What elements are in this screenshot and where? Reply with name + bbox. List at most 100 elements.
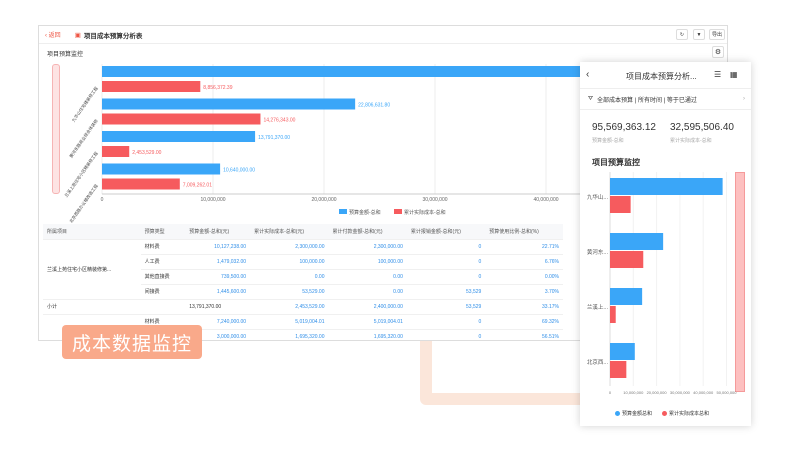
table-cell: 材料费 (140, 239, 186, 255)
back-button[interactable]: ‹ 返回 (45, 33, 61, 39)
table-row: 小计 13,791,370.00 2,453,529.00 2,400,000.00 5… (43, 299, 563, 315)
bar-data-label: 22,806,631.80 (358, 103, 390, 109)
table-cell: 0.00 (328, 284, 407, 300)
column-header[interactable]: 预算类型 (140, 224, 186, 240)
chevron-right-icon: › (743, 96, 745, 102)
actual-cost-bar (610, 196, 631, 213)
mobile-title: 项目成本预算分析... (626, 72, 697, 81)
table-cell: 53,529 (406, 299, 486, 315)
table-cell: 1,445,600.00 (185, 284, 251, 300)
actual-cost-bar (102, 146, 130, 157)
table-cell: 2,400,000.00 (328, 299, 407, 315)
export-button[interactable]: 导出 (709, 29, 725, 40)
filter-button[interactable]: ▼ (693, 29, 705, 40)
mobile-section-title: 项目预算监控 (592, 158, 640, 167)
budget-bar (610, 288, 643, 305)
filter-bar[interactable]: ⛛ 全部成本预算 | 所有时间 | 等于已通过 › (580, 88, 751, 110)
table-row: 兰溪上苑住宅小区精装修第... 材料费 10,127,238.00 2,300,000… (43, 239, 563, 300)
legend-label: 累计实际成本-总和 (404, 209, 446, 216)
x-tick-label: 30,000,000 (670, 390, 691, 395)
section-title: 项目预算监控 (47, 52, 84, 58)
x-tick-label: 10,000,000 (623, 390, 644, 395)
table-cell: 1,479,032.00 (185, 254, 251, 270)
x-tick-label: 20,000,000 (647, 390, 668, 395)
filter-icon: ⛛ (588, 95, 594, 102)
table-icon[interactable]: ▦ (730, 70, 738, 79)
legend-cost: 累计实际成本总和 (662, 410, 709, 417)
table-cell: 间接费 (140, 284, 186, 300)
top-bar: ‹ 返回 ▣ 项目成本预算分析表 ↻ ▼ 导出 (39, 26, 727, 44)
table-cell: 22.71% (485, 239, 563, 255)
actual-cost-bar (610, 361, 627, 378)
chart-zoom-slider[interactable] (52, 64, 60, 194)
table-cell: 10,127,238.00 (185, 239, 251, 255)
category-label: 九华山住宅楼装修工程 (70, 84, 100, 123)
bar-data-label: 13,791,370.00 (258, 135, 290, 141)
column-header[interactable]: 预算金额-总和(元) (185, 224, 251, 240)
table-cell: 0.00% (485, 269, 563, 285)
table-cell: 100,000.00 (250, 254, 329, 270)
legend-budget-label: 预算金额总和 (622, 411, 653, 417)
table-cell: 13,791,370.00 (185, 299, 251, 315)
column-header[interactable]: 累计报销金额-总和(元) (406, 224, 486, 240)
x-tick-label: 10,000,000 (200, 197, 225, 203)
table-row: 其他直接费 739,500.00 0.00 0.00 0 0.00% (43, 269, 563, 285)
table-cell: 0.00 (328, 269, 407, 285)
list-icon[interactable]: ☰ (714, 70, 722, 79)
actual-cost-bar (610, 306, 616, 323)
legend-swatch (394, 209, 402, 214)
actual-cost-bar (102, 178, 180, 190)
table-cell: 5,019,004.01 (328, 314, 407, 330)
legend-label: 预算金额-总和 (349, 209, 381, 216)
actual-cost-bar (102, 81, 201, 92)
table-cell: 53,529.00 (250, 284, 329, 300)
x-tick-label: 50,000,000 (716, 390, 737, 395)
table-row: 人工费 1,479,032.00 100,000.00 100,000.00 0 6.76… (43, 254, 563, 270)
mobile-back-icon[interactable]: ‹ (586, 69, 590, 80)
budget-bar (102, 131, 256, 142)
column-header[interactable]: 所属项目 (43, 224, 141, 240)
x-tick-label: 0 (609, 390, 612, 395)
mobile-zoom-slider[interactable] (735, 172, 745, 392)
budget-table: 所属项目 预算类型 预算金额-总和(元) 累计实际成本-总和(元) 累计付款金额-总和(… (43, 224, 563, 340)
mobile-legend: 预算金额总和 累计实际成本总和 (615, 410, 709, 417)
legend-budget: 预算金额总和 (615, 410, 652, 417)
column-header[interactable]: 累计实际成本-总和(元) (250, 224, 329, 240)
table-cell: 2,300,000.00 (250, 239, 329, 255)
table-cell: 2,300,000.00 (328, 239, 407, 255)
feature-tag: 成本数据监控 (62, 325, 202, 359)
table-cell: 69.32% (485, 314, 563, 330)
refresh-button[interactable]: ↻ (676, 29, 688, 40)
column-header[interactable]: 累计付款金额-总和(元) (328, 224, 407, 240)
mobile-bar-chart: 0 10,000,000 20,000,000 30,000,000 40,000,00… (587, 172, 737, 395)
budget-bar (102, 98, 356, 110)
category-label: 兰溪上... (587, 303, 609, 311)
mobile-preview: ‹ 项目成本预算分析... ☰ ▦ ⛛ 全部成本预算 | 所有时间 | 等于已通过… (580, 62, 751, 426)
x-tick-label: 0 (101, 197, 104, 203)
filter-text: 全部成本预算 | 所有时间 | 等于已通过 (597, 97, 697, 104)
legend-cost-label: 累计实际成本总和 (669, 411, 710, 417)
report-icon: ▣ (74, 31, 81, 39)
table-cell: 739,500.00 (185, 269, 251, 285)
legend-swatch (339, 209, 347, 214)
column-header[interactable]: 预算使用比例-总和(%) (485, 224, 563, 240)
category-label: 黄河东... (587, 248, 609, 256)
table-cell: 100,000.00 (328, 254, 407, 270)
actual-cost-bar (610, 251, 644, 268)
table-cell: 33.17% (485, 299, 563, 315)
table-cell: 0 (406, 314, 486, 330)
x-tick-label: 40,000,000 (533, 197, 558, 203)
table-cell: 1,695,320.00 (250, 329, 329, 340)
table-cell: 7,240,000.00 (185, 314, 251, 330)
table-cell: 0.00 (250, 269, 329, 285)
table-row: 间接费 1,445,600.00 53,529.00 0.00 53,529 3.70% (43, 284, 563, 300)
table-cell: 56.51% (485, 329, 563, 340)
table-cell: 1,695,320.00 (328, 329, 407, 340)
kpi-cost-value: 32,595,506.40 (670, 122, 734, 133)
table-cell: 人工费 (140, 254, 186, 270)
gear-icon[interactable]: ⚙ (712, 46, 724, 58)
table-cell: 5,019,004.01 (250, 314, 329, 330)
bar-data-label: 14,276,343.00 (263, 118, 295, 124)
page-title: ▣ 项目成本预算分析表 (75, 30, 143, 40)
bar-data-label: 8,856,372.39 (203, 85, 232, 91)
